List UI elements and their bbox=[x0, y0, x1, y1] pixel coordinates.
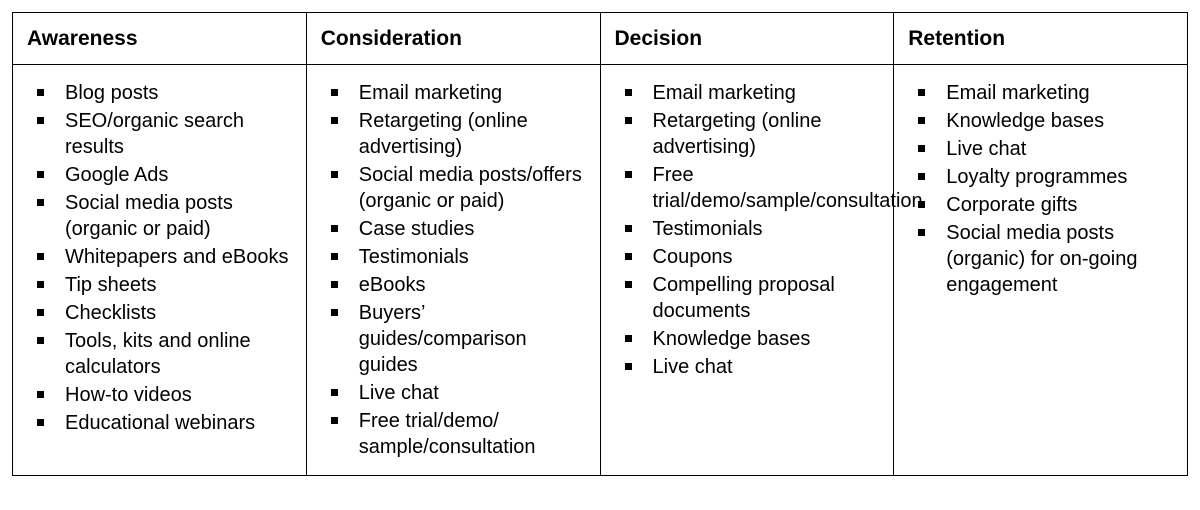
list-consideration: Email marketing Retargeting (online adve… bbox=[317, 79, 590, 461]
list-item: Email marketing bbox=[345, 79, 590, 107]
list-item: Coupons bbox=[639, 243, 884, 271]
list-decision: Email marketing Retargeting (online adve… bbox=[611, 79, 884, 381]
list-item: Social media posts (organic or paid) bbox=[51, 189, 296, 243]
list-item: Social media posts/offers (organic or pa… bbox=[345, 161, 590, 215]
col-header-consideration: Consideration bbox=[306, 13, 600, 65]
list-item: Corporate gifts bbox=[932, 191, 1177, 219]
col-header-retention: Retention bbox=[894, 13, 1188, 65]
list-item: How-to videos bbox=[51, 381, 296, 409]
col-header-awareness: Awareness bbox=[13, 13, 307, 65]
table-row: Blog posts SEO/organic search results Go… bbox=[13, 65, 1188, 476]
list-item: Email marketing bbox=[639, 79, 884, 107]
list-item: Checklists bbox=[51, 299, 296, 327]
cell-consideration: Email marketing Retargeting (online adve… bbox=[306, 65, 600, 476]
list-item: SEO/organic search results bbox=[51, 107, 296, 161]
list-item: Retargeting (online advertising) bbox=[639, 107, 884, 161]
list-item: Live chat bbox=[345, 379, 590, 407]
list-item: Google Ads bbox=[51, 161, 296, 189]
cell-decision: Email marketing Retargeting (online adve… bbox=[600, 65, 894, 476]
list-item: Buyers’ guides/comparison guides bbox=[345, 299, 590, 379]
funnel-table: Awareness Consideration Decision Retenti… bbox=[12, 12, 1188, 476]
col-header-decision: Decision bbox=[600, 13, 894, 65]
list-item: Email marketing bbox=[932, 79, 1177, 107]
list-item: Compelling proposal documents bbox=[639, 271, 884, 325]
list-item: Live chat bbox=[639, 353, 884, 381]
list-item: Free trial/demo/sample/consultation bbox=[639, 161, 884, 215]
list-retention: Email marketing Knowledge bases Live cha… bbox=[904, 79, 1177, 299]
table-header-row: Awareness Consideration Decision Retenti… bbox=[13, 13, 1188, 65]
list-item: Testimonials bbox=[639, 215, 884, 243]
cell-awareness: Blog posts SEO/organic search results Go… bbox=[13, 65, 307, 476]
list-item: Live chat bbox=[932, 135, 1177, 163]
list-item: Tools, kits and online calculators bbox=[51, 327, 296, 381]
list-awareness: Blog posts SEO/organic search results Go… bbox=[23, 79, 296, 437]
cell-retention: Email marketing Knowledge bases Live cha… bbox=[894, 65, 1188, 476]
list-item: Free trial/demo/ sample/consultation bbox=[345, 407, 590, 461]
list-item: Tip sheets bbox=[51, 271, 296, 299]
list-item: eBooks bbox=[345, 271, 590, 299]
list-item: Knowledge bases bbox=[639, 325, 884, 353]
list-item: Social media posts (organic) for on-goin… bbox=[932, 219, 1177, 299]
list-item: Whitepapers and eBooks bbox=[51, 243, 296, 271]
list-item: Retargeting (online advertising) bbox=[345, 107, 590, 161]
list-item: Blog posts bbox=[51, 79, 296, 107]
list-item: Educational webinars bbox=[51, 409, 296, 437]
list-item: Knowledge bases bbox=[932, 107, 1177, 135]
list-item: Testimonials bbox=[345, 243, 590, 271]
list-item: Case studies bbox=[345, 215, 590, 243]
list-item: Loyalty programmes bbox=[932, 163, 1177, 191]
